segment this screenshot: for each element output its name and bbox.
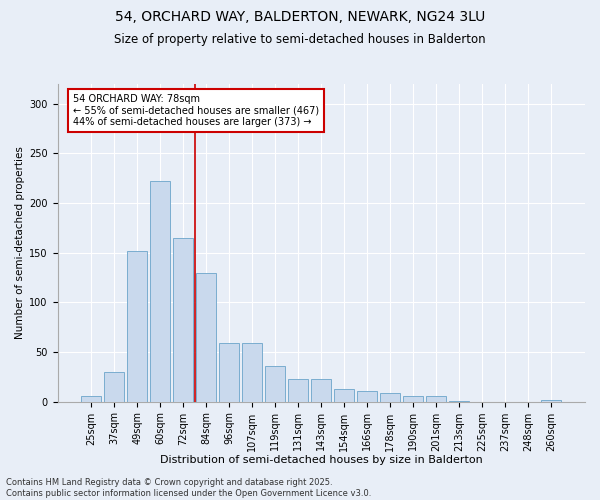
Text: 54, ORCHARD WAY, BALDERTON, NEWARK, NG24 3LU: 54, ORCHARD WAY, BALDERTON, NEWARK, NG24… bbox=[115, 10, 485, 24]
Bar bbox=[358, 390, 377, 402]
Bar bbox=[151, 182, 170, 402]
Bar bbox=[380, 392, 400, 402]
Bar bbox=[311, 379, 331, 402]
Text: 54 ORCHARD WAY: 78sqm
← 55% of semi-detached houses are smaller (467)
44% of sem: 54 ORCHARD WAY: 78sqm ← 55% of semi-deta… bbox=[73, 94, 319, 126]
Bar bbox=[196, 272, 216, 402]
Bar bbox=[242, 343, 262, 402]
Text: Size of property relative to semi-detached houses in Balderton: Size of property relative to semi-detach… bbox=[114, 32, 486, 46]
Bar bbox=[104, 372, 124, 402]
Bar bbox=[265, 366, 285, 402]
Bar bbox=[403, 396, 423, 402]
Bar bbox=[82, 396, 101, 402]
Bar bbox=[334, 388, 354, 402]
X-axis label: Distribution of semi-detached houses by size in Balderton: Distribution of semi-detached houses by … bbox=[160, 455, 482, 465]
Text: Contains HM Land Registry data © Crown copyright and database right 2025.
Contai: Contains HM Land Registry data © Crown c… bbox=[6, 478, 371, 498]
Bar bbox=[289, 379, 308, 402]
Bar bbox=[127, 250, 147, 402]
Bar bbox=[220, 343, 239, 402]
Bar bbox=[449, 400, 469, 402]
Bar bbox=[541, 400, 561, 402]
Bar bbox=[173, 238, 193, 402]
Bar bbox=[427, 396, 446, 402]
Y-axis label: Number of semi-detached properties: Number of semi-detached properties bbox=[15, 146, 25, 339]
